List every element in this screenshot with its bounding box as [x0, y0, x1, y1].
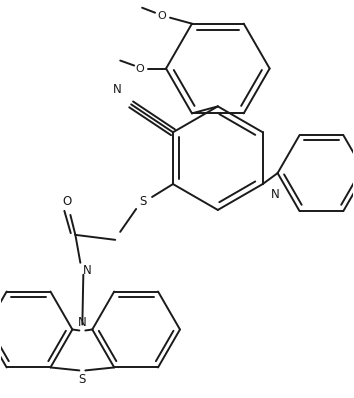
- Text: S: S: [139, 195, 147, 209]
- Text: O: O: [136, 64, 144, 74]
- Text: N: N: [83, 264, 92, 277]
- Text: S: S: [79, 373, 86, 386]
- Text: N: N: [78, 316, 87, 329]
- Text: O: O: [63, 195, 72, 209]
- Text: O: O: [158, 11, 166, 21]
- Text: N: N: [271, 188, 279, 201]
- Text: N: N: [113, 84, 121, 96]
